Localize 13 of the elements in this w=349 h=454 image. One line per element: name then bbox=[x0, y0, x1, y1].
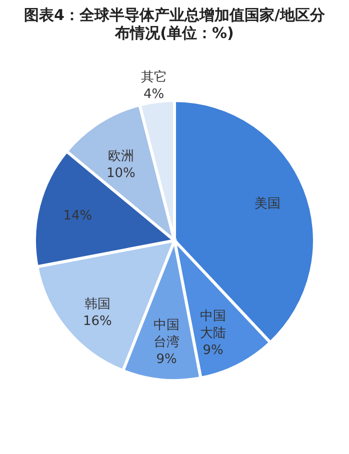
data-label: 14% bbox=[63, 208, 92, 224]
data-label: 9% bbox=[156, 352, 177, 368]
slice-label: 欧洲 bbox=[108, 149, 134, 164]
chart-title: 图表4：全球半导体产业总增加值国家/地区分布情况(单位：%) bbox=[24, 6, 326, 42]
slice-label: 美国 bbox=[254, 196, 280, 212]
slice-label: 其它 bbox=[140, 68, 167, 85]
slice-label: 中国台湾 bbox=[154, 318, 180, 350]
data-label: 10% bbox=[106, 166, 136, 182]
slice-label: 韩国 bbox=[84, 297, 110, 312]
data-label: 4% bbox=[144, 86, 164, 102]
slice-label: 中国大陆 bbox=[200, 309, 226, 342]
data-label: 9% bbox=[202, 343, 224, 358]
data-label: 16% bbox=[82, 314, 112, 330]
